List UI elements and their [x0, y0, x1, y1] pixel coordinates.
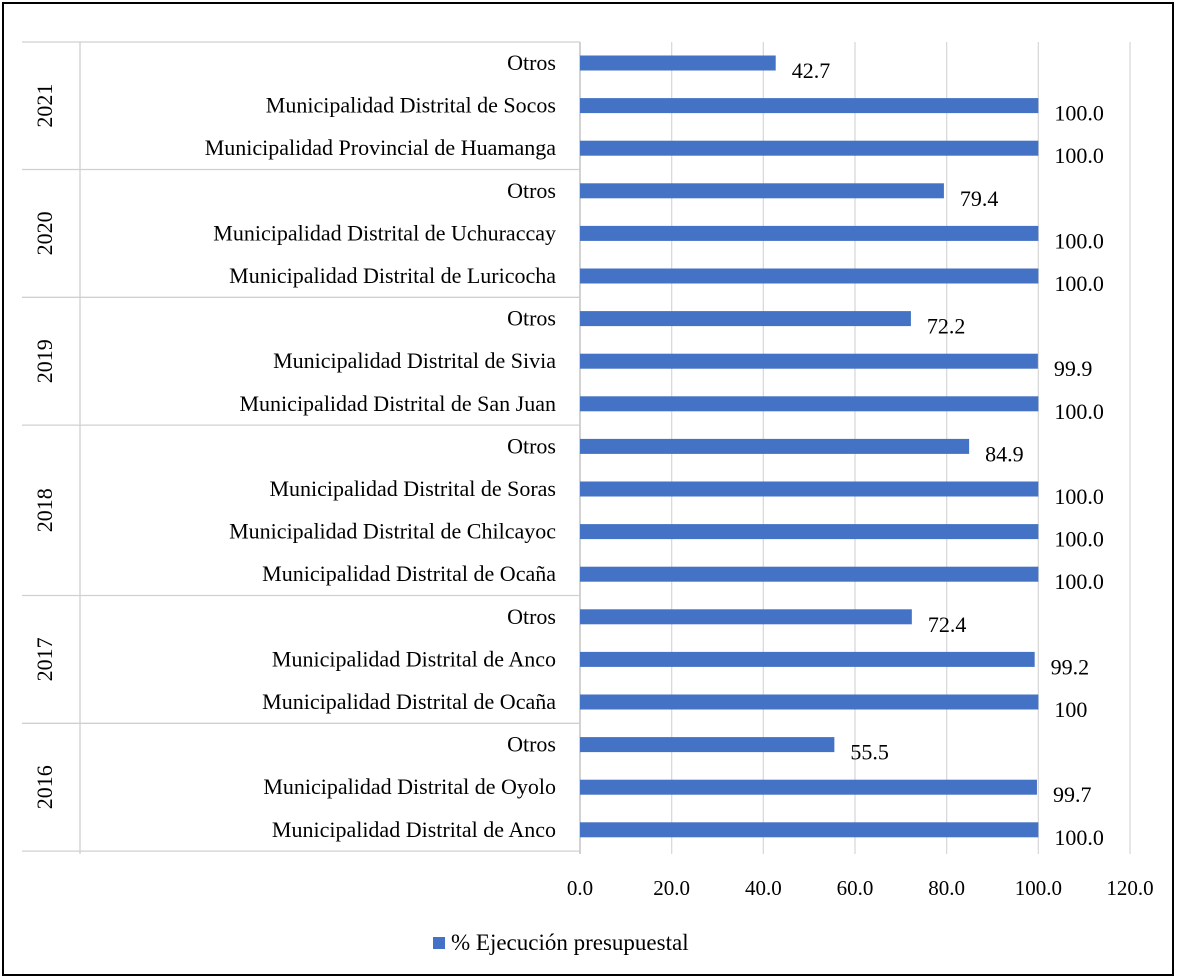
x-tick-label: 20.0 [653, 876, 690, 900]
x-tick-label: 100.0 [1015, 876, 1062, 900]
x-tick-label: 0.0 [567, 876, 593, 900]
bar [580, 779, 1037, 795]
legend-label: % Ejecución presupuestal [451, 930, 689, 955]
data-label: 99.2 [1051, 654, 1090, 679]
category-label: Municipalidad Distrital de Anco [272, 646, 556, 671]
category-label: Municipalidad Provincial de Huamanga [205, 135, 557, 160]
x-tick-label: 40.0 [745, 876, 782, 900]
category-label: Otros [507, 178, 556, 203]
bar [580, 353, 1038, 369]
category-label: Otros [507, 732, 556, 757]
bar [580, 225, 1039, 241]
category-label: Municipalidad Distrital de Sivia [273, 348, 556, 373]
category-label: Municipalidad Distrital de Chilcayoc [229, 519, 556, 544]
data-label: 99.7 [1053, 782, 1092, 807]
bar [580, 438, 970, 454]
bar [580, 524, 1039, 540]
year-group-label: 2018 [32, 488, 57, 532]
data-label: 100.0 [1054, 228, 1104, 253]
category-label: Municipalidad Distrital de Uchuraccay [213, 220, 556, 245]
bar [580, 140, 1039, 156]
bar [580, 396, 1039, 412]
x-tick-label: 60.0 [837, 876, 874, 900]
data-label: 100 [1054, 697, 1087, 722]
year-group-label: 2020 [32, 211, 57, 255]
category-label: Municipalidad Distrital de San Juan [240, 391, 557, 416]
data-label: 100.0 [1054, 484, 1104, 509]
bar [580, 822, 1039, 838]
bar [580, 651, 1035, 667]
bar [580, 481, 1039, 497]
category-label: Municipalidad Distrital de Socos [266, 93, 556, 118]
data-label: 100.0 [1054, 399, 1104, 424]
data-label: 100.0 [1054, 825, 1104, 850]
year-group-label: 2016 [32, 765, 57, 809]
data-label: 84.9 [985, 441, 1024, 466]
data-label: 100.0 [1054, 527, 1104, 552]
year-group-label: 2019 [32, 339, 57, 383]
x-tick-label: 120.0 [1106, 876, 1153, 900]
data-label: 100.0 [1054, 569, 1104, 594]
category-label: Municipalidad Distrital de Ocaña [262, 689, 556, 714]
category-label: Otros [507, 433, 556, 458]
category-label: Municipalidad Distrital de Oyolo [263, 774, 556, 799]
bar [580, 55, 776, 71]
category-label: Municipalidad Distrital de Ocaña [262, 561, 556, 586]
category-label: Otros [507, 604, 556, 629]
bar [580, 98, 1039, 114]
bar [580, 737, 835, 753]
year-group-label: 2021 [32, 84, 57, 128]
bar [580, 609, 912, 625]
bar [580, 566, 1039, 582]
data-label: 72.4 [928, 612, 967, 637]
x-tick-label: 80.0 [928, 876, 965, 900]
bar [580, 694, 1039, 710]
data-label: 100.0 [1054, 143, 1104, 168]
data-label: 100.0 [1054, 101, 1104, 126]
data-label: 100.0 [1054, 271, 1104, 296]
bar [580, 268, 1039, 284]
category-label: Otros [507, 306, 556, 331]
data-label: 99.9 [1054, 356, 1093, 381]
legend-swatch [433, 937, 445, 949]
category-label: Otros [507, 50, 556, 75]
year-group-label: 2017 [32, 637, 57, 681]
bar [580, 311, 911, 327]
category-label: Municipalidad Distrital de Soras [269, 476, 556, 501]
data-label: 79.4 [960, 186, 999, 211]
category-label: Municipalidad Distrital de Luricocha [229, 263, 556, 288]
data-label: 42.7 [792, 58, 831, 83]
category-label: Municipalidad Distrital de Anco [272, 817, 556, 842]
bar [580, 183, 944, 199]
data-label: 72.2 [927, 314, 966, 339]
data-label: 55.5 [850, 740, 889, 765]
